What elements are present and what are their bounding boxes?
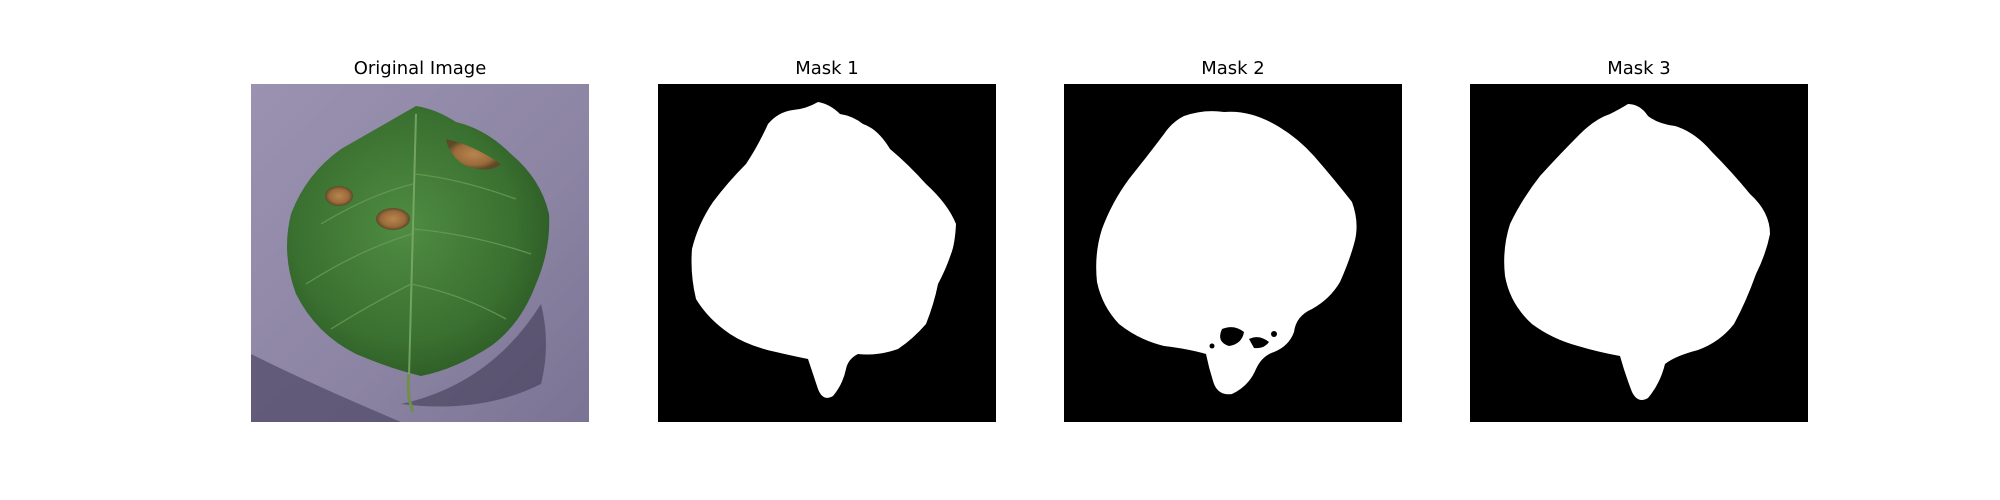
panel-title-mask-1: Mask 1 [657,58,997,80]
lesion-left [325,186,353,206]
mask-3-image [1470,84,1808,422]
original-leaf-image [251,84,589,422]
mask-1-image [658,84,996,422]
panel-title-mask-2: Mask 2 [1063,58,1403,80]
mask-2-image [1064,84,1402,422]
mask-2-graphic [1064,84,1402,422]
panel-title-original-image: Original Image [250,58,590,80]
mask-3-graphic [1470,84,1808,422]
mask-1-graphic [658,84,996,422]
panel-title-mask-3: Mask 3 [1469,58,1809,80]
lesion-center [376,208,410,230]
original-leaf-graphic [251,84,589,422]
